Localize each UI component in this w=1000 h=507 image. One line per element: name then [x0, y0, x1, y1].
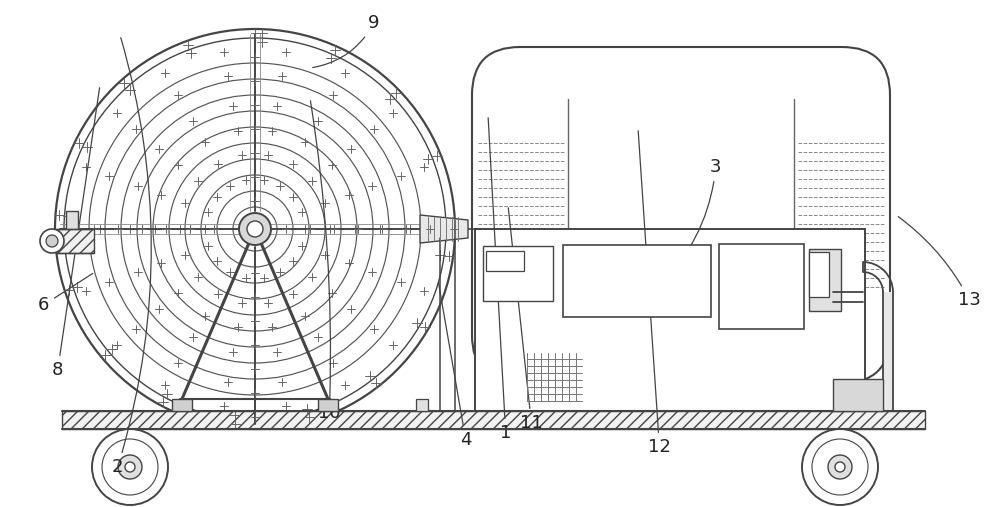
Text: 8: 8 — [52, 88, 100, 379]
Bar — [719, 244, 804, 329]
Bar — [486, 251, 524, 271]
Circle shape — [40, 229, 64, 253]
Bar — [172, 399, 192, 411]
Circle shape — [247, 221, 263, 237]
Bar — [883, 292, 893, 411]
Bar — [123, 429, 137, 449]
Text: 11: 11 — [508, 208, 543, 432]
Bar — [809, 249, 841, 311]
Circle shape — [835, 462, 845, 472]
Bar — [66, 211, 78, 233]
Polygon shape — [420, 215, 468, 243]
Circle shape — [239, 213, 271, 245]
Text: 4: 4 — [438, 283, 472, 449]
Text: 6: 6 — [38, 273, 93, 314]
Bar — [809, 252, 829, 297]
Text: 1: 1 — [488, 118, 511, 442]
Text: 10: 10 — [310, 101, 341, 422]
Circle shape — [802, 429, 878, 505]
Circle shape — [102, 439, 158, 495]
Circle shape — [812, 439, 868, 495]
Circle shape — [828, 455, 852, 479]
Bar — [56, 229, 94, 253]
Text: 13: 13 — [898, 216, 981, 309]
Bar — [318, 399, 338, 411]
Circle shape — [92, 429, 168, 505]
Circle shape — [55, 29, 455, 429]
Text: 9: 9 — [313, 14, 380, 67]
Bar — [483, 246, 553, 301]
FancyBboxPatch shape — [472, 47, 890, 383]
Bar — [563, 245, 711, 317]
Text: 2: 2 — [112, 38, 151, 476]
Circle shape — [64, 38, 446, 420]
Bar — [62, 411, 925, 429]
Bar — [416, 399, 428, 411]
Bar — [833, 379, 883, 411]
Bar — [475, 229, 865, 411]
Text: 12: 12 — [638, 131, 671, 456]
Bar — [833, 429, 847, 449]
Circle shape — [118, 455, 142, 479]
Text: 3: 3 — [662, 158, 722, 283]
Circle shape — [125, 462, 135, 472]
Circle shape — [46, 235, 58, 247]
